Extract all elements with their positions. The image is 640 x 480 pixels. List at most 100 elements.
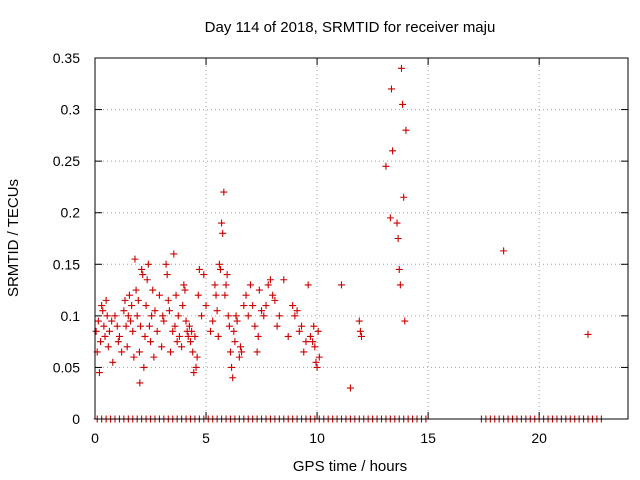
data-point xyxy=(102,296,110,304)
data-point xyxy=(123,343,131,351)
data-point xyxy=(171,322,179,330)
data-point xyxy=(165,307,173,315)
data-point xyxy=(162,260,170,268)
data-point xyxy=(338,281,346,289)
data-point xyxy=(231,338,239,346)
data-point xyxy=(218,219,226,227)
data-point xyxy=(500,247,508,255)
data-point xyxy=(113,322,121,330)
x-tick-label: 15 xyxy=(420,430,436,446)
data-point xyxy=(396,281,404,289)
data-point xyxy=(313,363,321,371)
data-point xyxy=(160,317,168,325)
data-point xyxy=(584,330,592,338)
data-point xyxy=(304,281,312,289)
data-point xyxy=(386,214,394,222)
data-point xyxy=(135,348,143,356)
data-point xyxy=(186,338,194,346)
data-point xyxy=(127,317,135,325)
data-point xyxy=(118,348,126,356)
data-point xyxy=(356,327,364,335)
data-point xyxy=(181,286,189,294)
data-point xyxy=(155,291,163,299)
data-point xyxy=(104,343,112,351)
data-point xyxy=(182,317,190,325)
data-point xyxy=(242,291,250,299)
data-point xyxy=(158,343,166,351)
data-point xyxy=(150,353,158,361)
data-point xyxy=(139,271,147,279)
data-point xyxy=(215,260,223,268)
data-point xyxy=(269,291,277,299)
data-point xyxy=(195,265,203,273)
grid-lines xyxy=(95,58,628,419)
data-point xyxy=(219,229,227,237)
data-point xyxy=(173,338,181,346)
data-point xyxy=(395,265,403,273)
data-point xyxy=(255,286,263,294)
data-point xyxy=(399,100,407,108)
data-point xyxy=(191,332,199,340)
data-point xyxy=(212,291,220,299)
x-tick-label: 5 xyxy=(202,430,210,446)
data-point xyxy=(221,291,229,299)
data-point xyxy=(190,369,198,377)
data-point xyxy=(233,317,241,325)
data-point xyxy=(97,338,105,346)
data-point xyxy=(153,327,161,335)
data-point xyxy=(264,281,272,289)
data-point xyxy=(200,271,208,279)
x-tick-label: 20 xyxy=(531,430,547,446)
data-point xyxy=(130,353,138,361)
data-point xyxy=(232,312,240,320)
data-point xyxy=(206,327,214,335)
data-point xyxy=(230,327,238,335)
data-point xyxy=(310,322,318,330)
y-axis-title: SRMTID / TECUs xyxy=(5,179,22,297)
y-tick-label: 0 xyxy=(72,411,80,427)
x-tick-label: 0 xyxy=(91,430,99,446)
data-point xyxy=(143,276,151,284)
data-point xyxy=(138,265,146,273)
data-point xyxy=(214,332,222,340)
data-point xyxy=(180,281,188,289)
axis-ticks xyxy=(94,57,628,420)
data-point xyxy=(142,302,150,310)
data-point xyxy=(238,348,246,356)
data-point xyxy=(225,322,233,330)
data-point xyxy=(258,307,266,315)
data-point xyxy=(289,302,297,310)
y-tick-label: 0.05 xyxy=(53,359,80,375)
data-point xyxy=(280,276,288,284)
data-point xyxy=(101,332,109,340)
data-point xyxy=(170,250,178,258)
data-point xyxy=(382,162,390,170)
plot-frame xyxy=(94,57,629,420)
data-point xyxy=(295,327,303,335)
data-point xyxy=(184,332,192,340)
data-point xyxy=(312,358,320,366)
data-point xyxy=(105,327,113,335)
data-point xyxy=(134,296,142,304)
data-point xyxy=(284,332,292,340)
data-point xyxy=(355,317,363,325)
data-point xyxy=(394,235,402,242)
data-point xyxy=(240,302,248,310)
data-point xyxy=(189,348,197,356)
data-point xyxy=(224,312,232,320)
data-point xyxy=(309,338,317,346)
data-point xyxy=(178,343,186,351)
data-point xyxy=(235,353,243,361)
data-point xyxy=(213,307,221,315)
data-point xyxy=(148,312,156,320)
y-tick-label: 0.15 xyxy=(53,256,80,272)
data-point xyxy=(144,260,152,268)
data-point xyxy=(108,317,116,325)
data-point xyxy=(220,188,228,196)
data-point xyxy=(151,307,159,315)
data-point xyxy=(209,317,217,325)
data-point xyxy=(246,281,254,289)
data-point xyxy=(133,312,141,320)
